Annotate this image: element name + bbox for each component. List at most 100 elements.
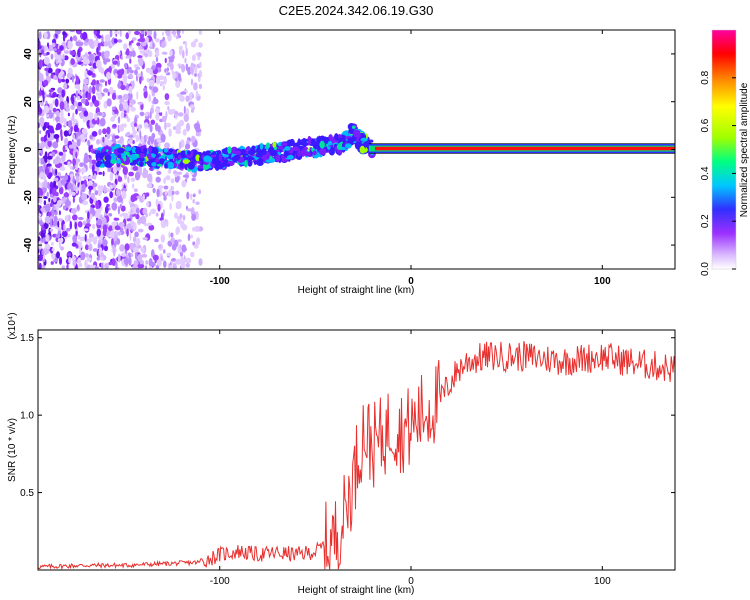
spectrogram-ridge-layer [93, 123, 675, 173]
noise-speckle [66, 264, 69, 269]
noise-speckle [117, 176, 123, 182]
noise-speckle [46, 51, 50, 56]
noise-speckle [52, 141, 59, 149]
noise-speckle [190, 108, 194, 113]
ridge-blob [352, 129, 361, 138]
ridge-blob [354, 141, 361, 150]
ridge-blob [163, 148, 169, 153]
noise-speckle [75, 108, 78, 115]
noise-speckle [68, 214, 71, 222]
noise-speckle [96, 80, 100, 85]
ridge-blob [272, 141, 277, 148]
noise-speckle [89, 66, 94, 72]
noise-speckle [137, 218, 142, 224]
noise-speckle [52, 187, 57, 196]
noise-speckle [178, 141, 182, 150]
snr-frame [37, 329, 676, 571]
noise-speckle [154, 238, 159, 243]
noise-speckle [111, 106, 116, 110]
ridge-blob [186, 150, 191, 156]
ridge-blob [146, 153, 152, 159]
noise-speckle [158, 244, 162, 249]
noise-speckle [39, 195, 43, 205]
noise-speckle [67, 161, 71, 167]
noise-speckle [71, 74, 74, 83]
noise-speckle [106, 126, 111, 135]
noise-speckle [171, 185, 175, 191]
ridge-blob [117, 154, 122, 159]
noise-speckle [121, 101, 127, 106]
noise-speckle [136, 166, 143, 173]
ridge-blob [275, 154, 281, 163]
noise-speckle [109, 184, 114, 189]
noise-speckle [38, 59, 43, 69]
noise-speckle [106, 98, 112, 107]
noise-speckle [137, 58, 142, 63]
noise-speckle [68, 256, 72, 264]
noise-speckle [88, 243, 93, 252]
noise-speckle [145, 135, 148, 140]
noise-speckle [155, 112, 160, 121]
noise-speckle [112, 60, 118, 65]
noise-speckle [94, 210, 100, 219]
noise-speckle [99, 117, 106, 127]
noise-speckle [83, 78, 89, 85]
ridge-blob [103, 146, 108, 151]
noise-speckle [175, 126, 180, 131]
ridge-blob [334, 133, 339, 141]
noise-speckle [54, 215, 58, 221]
noise-speckle [165, 122, 171, 128]
noise-speckle [194, 73, 197, 77]
noise-speckle [161, 115, 167, 123]
noise-speckle [129, 69, 134, 74]
noise-speckle [43, 161, 46, 171]
noise-speckle [73, 101, 78, 107]
noise-speckle [98, 128, 102, 136]
noise-speckle [137, 228, 144, 233]
noise-speckle [93, 173, 97, 180]
noise-speckle [125, 55, 129, 59]
snr-xlabel: Height of straight line (km) [298, 585, 415, 596]
noise-speckle [179, 95, 185, 102]
noise-speckle [72, 35, 77, 41]
noise-speckle [40, 141, 46, 148]
noise-speckle [59, 71, 65, 75]
noise-speckle [190, 78, 194, 86]
noise-speckle [184, 57, 187, 64]
noise-speckle [95, 59, 102, 69]
noise-speckle [79, 175, 82, 183]
noise-speckle [158, 75, 165, 80]
noise-speckle [103, 88, 109, 93]
noise-speckle [86, 257, 92, 262]
snr-x-ticks: -100 0 100 [210, 330, 611, 587]
noise-speckle [45, 100, 48, 105]
noise-speckle [132, 236, 137, 243]
noise-speckle [74, 84, 81, 89]
noise-speckle [169, 49, 173, 56]
noise-speckle [185, 257, 192, 264]
noise-speckle [96, 218, 103, 226]
ridge-blob [360, 137, 368, 142]
noise-speckle [76, 30, 81, 35]
noise-speckle [46, 167, 49, 176]
ridge-blob [313, 144, 319, 150]
noise-speckle [168, 58, 174, 63]
spectrogram-noise-layer [38, 30, 204, 269]
noise-speckle [158, 112, 162, 116]
snr-line-layer [38, 340, 675, 570]
noise-speckle [51, 241, 54, 246]
noise-speckle [163, 195, 167, 201]
noise-speckle [72, 197, 75, 203]
noise-speckle [103, 196, 109, 203]
noise-speckle [130, 106, 136, 112]
spectrogram-y-ticks: -40 -20 0 20 40 [23, 48, 675, 252]
noise-speckle [176, 171, 183, 175]
noise-speckle [41, 49, 44, 55]
noise-speckle [66, 106, 70, 112]
noise-speckle [116, 188, 120, 197]
spectrogram-xtick-label: 100 [594, 276, 611, 287]
noise-speckle [134, 122, 137, 127]
noise-speckle [129, 99, 136, 105]
noise-speckle [56, 48, 61, 55]
